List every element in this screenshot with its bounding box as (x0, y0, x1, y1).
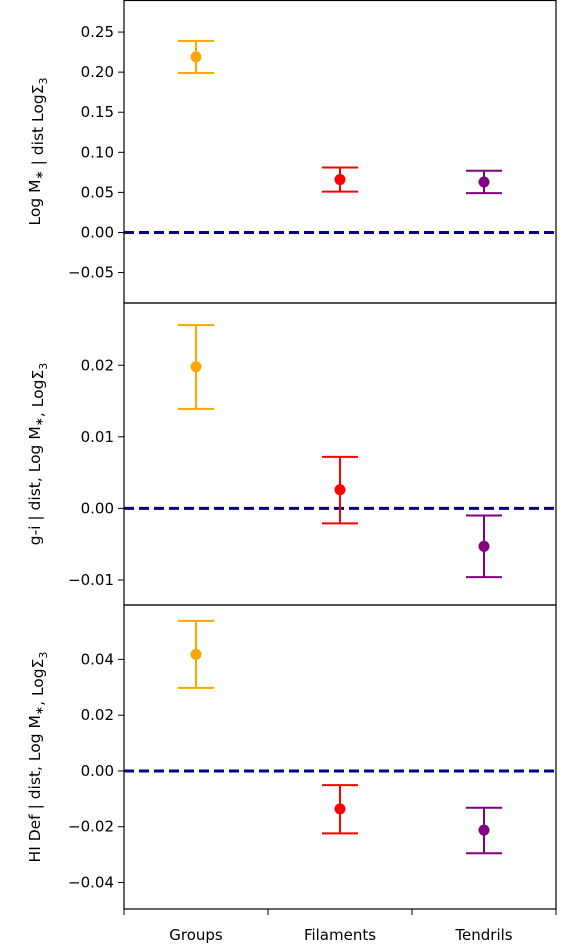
panel-frame (123, 0, 557, 304)
x-tick-label: Filaments (304, 926, 376, 944)
data-point-groups (190, 648, 202, 660)
data-point-tendrils (478, 824, 490, 836)
y-axis-label: g-i | dist, Log M∗, LogΣ3 (26, 363, 50, 546)
y-tick-label: 0.01 (81, 428, 114, 446)
y-tick-label: 0.20 (81, 63, 114, 81)
y-tick-label: 0.15 (81, 103, 114, 121)
panel-frame (123, 604, 557, 910)
data-point-groups (190, 361, 202, 373)
y-tick-label: −0.01 (68, 571, 114, 589)
y-tick-label: 0.00 (81, 499, 114, 517)
y-tick-label: 0.00 (81, 762, 114, 780)
data-point-tendrils (478, 176, 490, 188)
data-point-tendrils (478, 540, 490, 552)
y-tick-label: 0.25 (81, 23, 114, 41)
data-point-filaments (334, 484, 346, 496)
y-tick-label: 0.04 (81, 650, 114, 668)
y-tick-label: 0.05 (81, 183, 114, 201)
y-tick-label: 0.02 (81, 356, 114, 374)
panel-frame (123, 302, 557, 606)
x-tick-label: Groups (169, 926, 223, 944)
data-point-groups (190, 51, 202, 63)
y-tick-label: 0.10 (81, 143, 114, 161)
y-axis-label: Log M∗ | dist LogΣ3 (26, 77, 50, 225)
y-tick-label: −0.04 (68, 874, 114, 892)
y-tick-label: −0.05 (68, 264, 114, 282)
y-axis-label: HI Def | dist, Log M∗, LogΣ3 (26, 652, 50, 863)
data-point-filaments (334, 803, 346, 815)
data-point-filaments (334, 174, 346, 186)
x-tick-label: Tendrils (454, 926, 512, 944)
y-tick-label: 0.02 (81, 706, 114, 724)
y-tick-label: 0.00 (81, 223, 114, 241)
y-tick-label: −0.02 (68, 818, 114, 836)
